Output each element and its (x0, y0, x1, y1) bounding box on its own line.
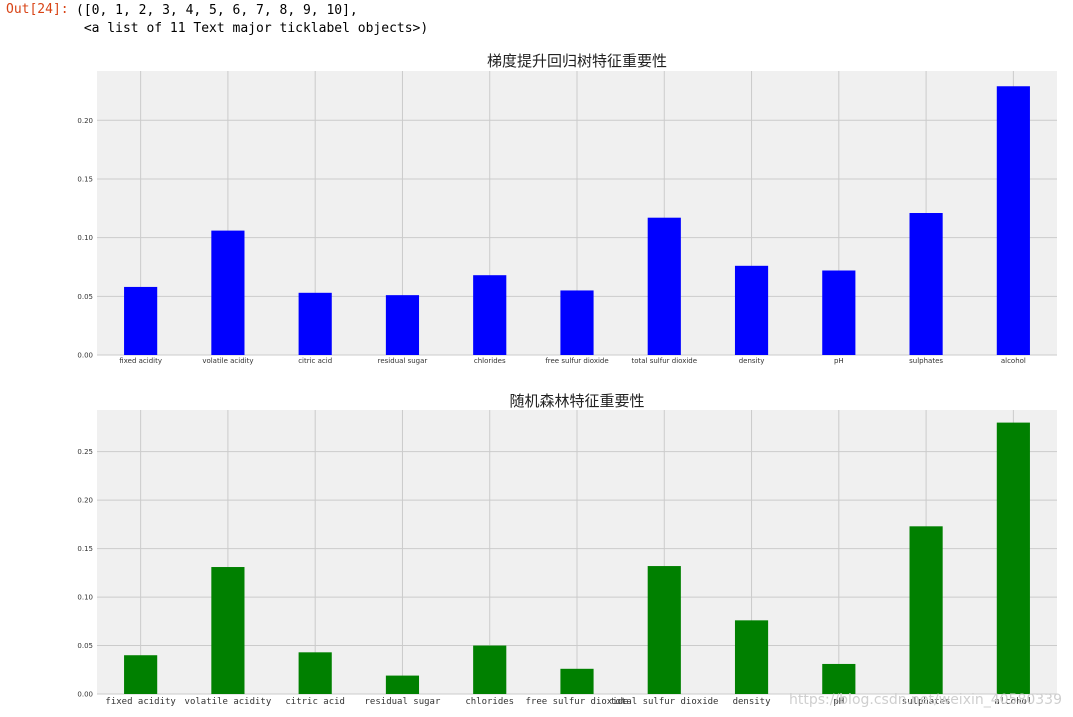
x-tick-label: total sulfur dioxide (631, 357, 697, 365)
x-tick-label: chlorides (474, 357, 506, 365)
bar-chlorides (473, 645, 507, 694)
y-tick-label: 0.10 (77, 594, 93, 602)
y-tick-label: 0.05 (77, 293, 93, 301)
chart-title: 梯度提升回归树特征重要性 (487, 52, 667, 70)
bar-free-sulfur-dioxide (560, 668, 594, 694)
bar-total-sulfur-dioxide (647, 217, 681, 355)
x-tick-label: sulphates (909, 357, 943, 365)
output-line-1: ([0, 1, 2, 3, 4, 5, 6, 7, 8, 9, 10], (76, 3, 358, 18)
x-tick-label: chlorides (465, 697, 514, 707)
output-line-2: <a list of 11 Text major ticklabel objec… (76, 21, 429, 36)
bar-sulphates (909, 213, 943, 355)
y-tick-label: 0.25 (77, 448, 93, 456)
x-tick-label: alcohol (1001, 357, 1026, 365)
x-tick-label: residual sugar (365, 697, 441, 707)
bar-ph (822, 270, 856, 355)
x-tick-label: citric acid (298, 357, 332, 365)
x-tick-label: density (739, 357, 765, 365)
x-tick-label: fixed acidity (119, 357, 162, 365)
bar-free-sulfur-dioxide (560, 290, 594, 355)
x-tick-label: volatile acidity (185, 697, 272, 707)
bar-fixed-acidity (124, 286, 158, 355)
chart-2: 0.00 0.05 0.10 0.15 0.20 0.25 fixed acidity vol… (77, 392, 1057, 707)
x-tick-label: sulphates (902, 697, 951, 707)
x-tick-label: pH (833, 697, 844, 707)
x-tick-label: citric acid (285, 697, 345, 707)
bar-ph (822, 663, 856, 694)
x-tick-label: pH (834, 357, 844, 365)
chart-1: 0.00 0.05 0.10 0.15 0.20 fixed acidity volatil… (77, 52, 1057, 365)
bar-volatile-acidity (211, 230, 245, 355)
y-tick-label: 0.20 (77, 497, 93, 505)
x-tick-label: volatile acidity (202, 357, 253, 365)
x-tick-label: residual sugar (378, 357, 428, 365)
y-tick-label: 0.00 (77, 352, 93, 360)
y-tick-label: 0.10 (77, 234, 93, 242)
x-tick-label: total sulfur dioxide (610, 697, 718, 707)
bar-volatile-acidity (211, 567, 245, 694)
y-tick-label: 0.20 (77, 117, 93, 125)
bar-density (734, 620, 769, 694)
bar-alcohol (996, 422, 1030, 694)
bar-density (734, 265, 769, 355)
chart-title: 随机森林特征重要性 (509, 392, 644, 410)
x-tick-label: fixed acidity (105, 697, 176, 707)
x-tick-label: alcohol (994, 697, 1032, 707)
y-tick-label: 0.15 (77, 545, 93, 553)
bar-chlorides (473, 275, 507, 355)
y-tick-label: 0.05 (77, 642, 93, 650)
bar-residual-sugar (385, 675, 420, 694)
y-tick-label: 0.15 (77, 175, 93, 183)
bar-citric-acid (298, 652, 332, 694)
bar-citric-acid (298, 292, 332, 355)
output-prompt: Out[24]: (6, 2, 69, 17)
bar-alcohol (996, 86, 1030, 355)
y-tick-label: 0.00 (77, 691, 93, 699)
x-tick-label: density (733, 697, 772, 707)
watermark-text: https://blog.csdn.net/weixin_40580339 (789, 692, 1062, 708)
bar-sulphates (909, 526, 943, 694)
bar-total-sulfur-dioxide (647, 566, 681, 694)
bar-fixed-acidity (124, 655, 158, 694)
x-tick-label: free sulfur dioxide (545, 357, 608, 365)
bar-residual-sugar (385, 295, 420, 355)
output-text: ([0, 1, 2, 3, 4, 5, 6, 7, 8, 9, 10], <a … (76, 2, 428, 38)
x-tick-label: free sulfur dioxide (526, 697, 629, 707)
